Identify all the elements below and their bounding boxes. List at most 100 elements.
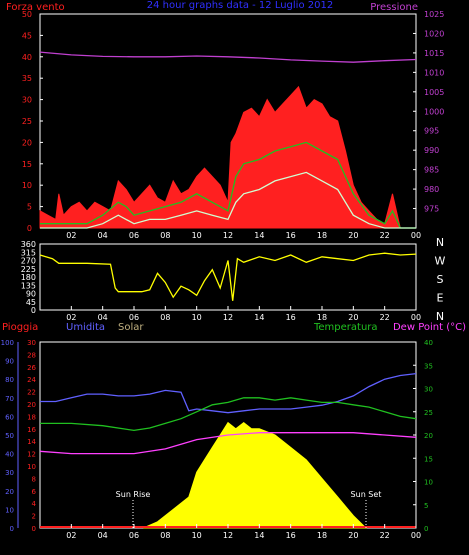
humidity-y-tick-label: 30 xyxy=(27,339,36,347)
solar-label: Solar xyxy=(118,322,144,333)
rain-y-tick-label: 10 xyxy=(5,506,14,514)
wind-y-tick-label: 45 xyxy=(22,31,32,40)
humidity-y-tick-label: 18 xyxy=(27,413,36,421)
temperature-line xyxy=(40,397,417,432)
pressure-y-tick-label: 1025 xyxy=(424,10,444,19)
direction-frame xyxy=(39,243,417,311)
x-tick-label: 16 xyxy=(286,313,296,322)
direction-y-tick-label: 225 xyxy=(21,265,36,274)
x-tick-label: 00 xyxy=(411,313,421,322)
solar-area xyxy=(143,421,368,529)
direction-y-tick-label: 360 xyxy=(21,240,36,249)
rain-y-tick-label: 50 xyxy=(5,432,14,440)
x-tick-label: 08 xyxy=(160,313,170,322)
x-tick-label: 20 xyxy=(348,231,358,240)
wind-direction-line xyxy=(39,252,417,301)
rain-label: Pioggia xyxy=(2,322,38,333)
x-tick-label: 14 xyxy=(254,531,264,540)
rain-y-tick-label: 40 xyxy=(5,451,14,459)
rain-y-tick-label: 60 xyxy=(5,413,14,421)
direction-y-tick-label: 180 xyxy=(21,273,36,282)
temp-y-tick-label: 15 xyxy=(424,455,433,463)
pressure-y-tick-label: 1005 xyxy=(424,88,444,97)
humidity-y-tick-label: 2 xyxy=(32,513,36,521)
temp-y-tick-label: 40 xyxy=(424,339,433,347)
x-tick-label: 02 xyxy=(66,531,76,540)
x-tick-label: 06 xyxy=(129,531,139,540)
x-tick-label: 22 xyxy=(380,313,390,322)
wind-y-tick-label: 10 xyxy=(22,181,32,190)
x-tick-label: 00 xyxy=(411,231,421,240)
temperature-label: Temperatura xyxy=(313,322,378,333)
humidity-y-tick-label: 20 xyxy=(27,401,36,409)
humidity-y-tick-label: 16 xyxy=(27,426,36,434)
dew-point-label: Dew Point (°C) xyxy=(393,322,466,333)
direction-y-tick-label: 270 xyxy=(21,257,36,266)
rain-y-tick-label: 70 xyxy=(5,395,14,403)
pressure-y-tick-label: 995 xyxy=(424,127,439,136)
temp-y-tick-label: 20 xyxy=(424,432,433,440)
compass-label: N xyxy=(436,310,444,323)
x-tick-label: 04 xyxy=(98,531,108,540)
temp-y-tick-label: 0 xyxy=(424,525,428,533)
x-tick-label: 20 xyxy=(348,531,358,540)
dew-point-line xyxy=(39,432,417,455)
x-tick-label: 20 xyxy=(348,313,358,322)
x-tick-label: 18 xyxy=(317,231,327,240)
x-tick-label: 18 xyxy=(317,313,327,322)
pressure-y-tick-label: 1020 xyxy=(424,29,444,38)
wind-speed-area xyxy=(39,85,416,229)
x-tick-label: 16 xyxy=(286,231,296,240)
wind-y-tick-label: 30 xyxy=(22,96,32,105)
humidity-y-tick-label: 4 xyxy=(32,500,37,508)
wind-y-tick-label: 20 xyxy=(22,138,32,147)
humidity-y-tick-label: 10 xyxy=(27,463,36,471)
wind-panel: 0510152025303540455097598098599099510001… xyxy=(22,10,445,240)
temp-y-tick-label: 10 xyxy=(424,479,433,487)
rain-y-tick-label: 90 xyxy=(5,358,14,366)
sun-set-label: Sun Set xyxy=(351,490,382,499)
humidity-label: Umidita xyxy=(66,322,105,333)
chart-title: 24 hour graphs data - 12 Luglio 2012 xyxy=(147,0,333,11)
x-tick-label: 04 xyxy=(98,231,108,240)
humidity-line xyxy=(40,372,417,414)
x-tick-label: 00 xyxy=(411,531,421,540)
x-tick-label: 22 xyxy=(380,231,390,240)
compass-label: E xyxy=(437,292,444,305)
wind-y-tick-label: 15 xyxy=(22,160,32,169)
pressure-y-tick-label: 1000 xyxy=(424,107,444,116)
temp-y-tick-label: 25 xyxy=(424,409,433,417)
humidity-y-tick-label: 22 xyxy=(27,389,36,397)
wind-y-tick-label: 0 xyxy=(27,224,32,233)
x-tick-label: 12 xyxy=(223,313,233,322)
x-tick-label: 08 xyxy=(160,231,170,240)
compass-label: N xyxy=(436,236,444,249)
x-tick-label: 04 xyxy=(98,313,108,322)
temp-y-tick-label: 35 xyxy=(424,362,433,370)
wind-axis-label: Forza vento xyxy=(6,2,65,13)
x-tick-label: 10 xyxy=(192,313,202,322)
rain-y-tick-label: 30 xyxy=(5,469,14,477)
x-tick-label: 06 xyxy=(129,231,139,240)
x-tick-label: 12 xyxy=(223,231,233,240)
x-tick-label: 14 xyxy=(254,313,264,322)
humidity-y-tick-label: 14 xyxy=(27,438,36,446)
rain-y-tick-label: 20 xyxy=(5,488,14,496)
x-tick-label: 06 xyxy=(129,313,139,322)
humidity-y-tick-label: 12 xyxy=(27,451,36,459)
wind-y-tick-label: 25 xyxy=(22,117,32,126)
rain-y-tick-label: 0 xyxy=(10,525,14,533)
pressure-y-tick-label: 990 xyxy=(424,146,439,155)
wind-y-tick-label: 35 xyxy=(22,74,32,83)
x-tick-label: 16 xyxy=(286,531,296,540)
temp-y-tick-label: 5 xyxy=(424,502,428,510)
pressure-axis-label: Pressione xyxy=(370,2,418,13)
pressure-line xyxy=(39,51,417,63)
x-tick-label: 02 xyxy=(66,313,76,322)
x-tick-label: 18 xyxy=(317,531,327,540)
pressure-y-tick-label: 975 xyxy=(424,205,439,214)
x-tick-label: 14 xyxy=(254,231,264,240)
pressure-y-tick-label: 985 xyxy=(424,166,439,175)
wind-avg-line xyxy=(40,141,416,229)
